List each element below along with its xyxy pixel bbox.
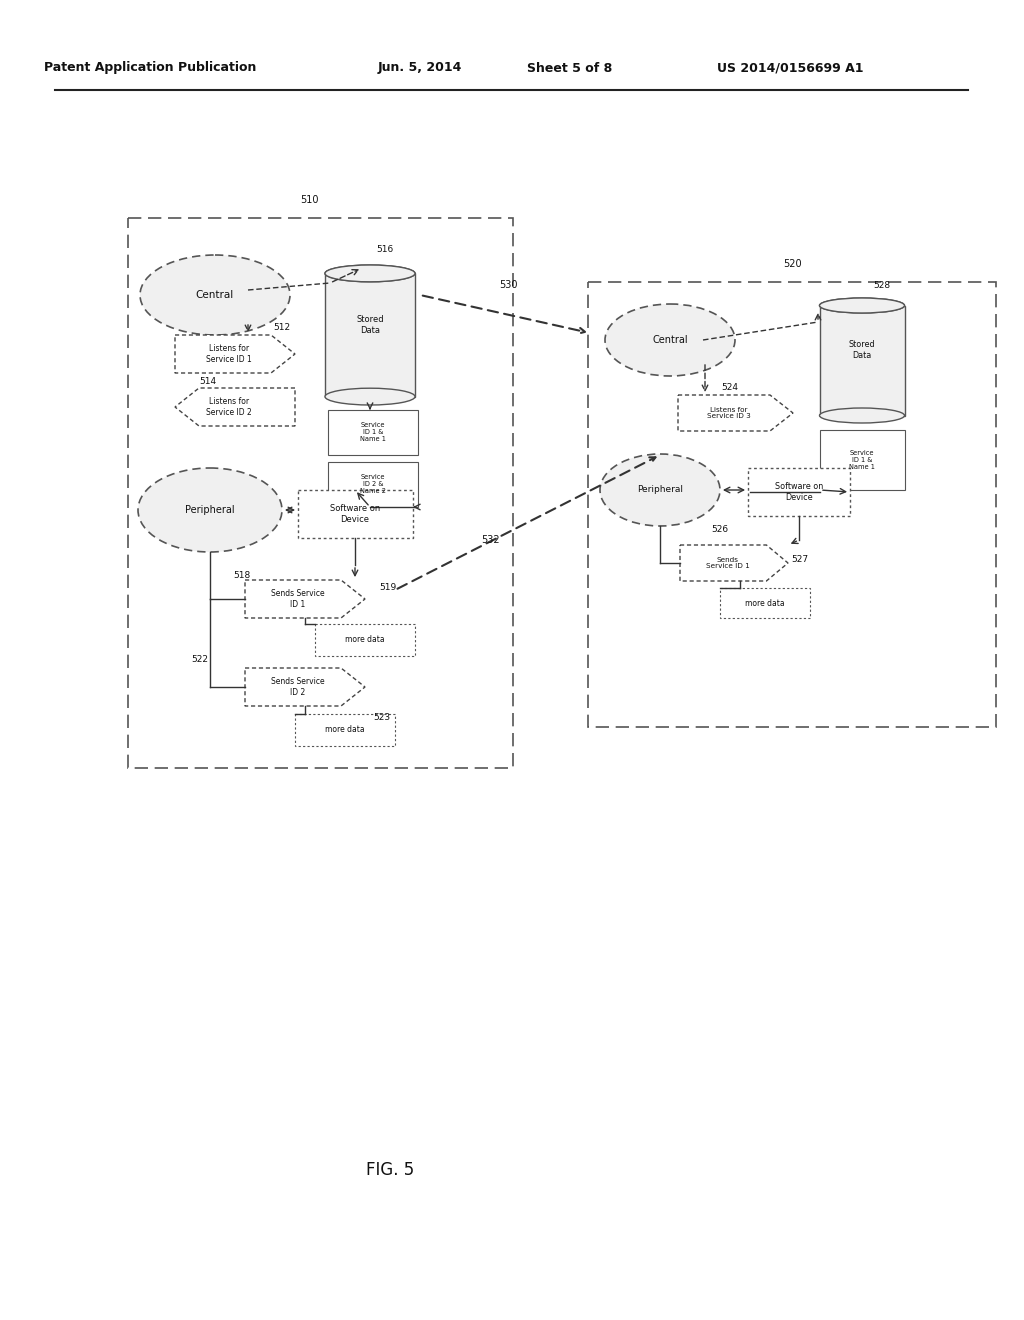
- Text: more data: more data: [345, 635, 385, 644]
- Text: Listens for
Service ID 1: Listens for Service ID 1: [206, 345, 252, 364]
- Text: more data: more data: [326, 726, 365, 734]
- Bar: [328, 462, 418, 507]
- Ellipse shape: [140, 255, 290, 335]
- Text: US 2014/0156699 A1: US 2014/0156699 A1: [717, 62, 863, 74]
- Ellipse shape: [138, 469, 282, 552]
- Text: Service
ID 1 &
Name 1: Service ID 1 & Name 1: [849, 450, 874, 470]
- Bar: [325, 273, 415, 396]
- Bar: [315, 624, 415, 656]
- Text: 520: 520: [782, 259, 802, 269]
- Text: Listens for
Service ID 3: Listens for Service ID 3: [707, 407, 751, 420]
- Text: Service
ID 1 &
Name 1: Service ID 1 & Name 1: [360, 422, 386, 442]
- Text: 526: 526: [712, 525, 728, 535]
- Text: Jun. 5, 2014: Jun. 5, 2014: [378, 62, 462, 74]
- Polygon shape: [175, 335, 295, 374]
- Text: 514: 514: [200, 378, 216, 387]
- Bar: [720, 587, 810, 618]
- Text: 512: 512: [273, 323, 291, 333]
- Text: 518: 518: [233, 570, 251, 579]
- Text: Central: Central: [652, 335, 688, 345]
- Ellipse shape: [819, 408, 904, 422]
- Text: 527: 527: [792, 556, 809, 565]
- Text: 522: 522: [191, 656, 209, 664]
- Bar: [295, 714, 395, 746]
- Text: Sends
Service ID 1: Sends Service ID 1: [706, 557, 750, 569]
- Text: Patent Application Publication: Patent Application Publication: [44, 62, 256, 74]
- Text: 519: 519: [379, 583, 396, 593]
- Text: Sends Service
ID 1: Sends Service ID 1: [271, 589, 325, 609]
- Text: Service
ID 2 &
Name 2: Service ID 2 & Name 2: [360, 474, 386, 494]
- Text: 532: 532: [480, 535, 500, 545]
- Text: Sends Service
ID 2: Sends Service ID 2: [271, 677, 325, 697]
- Text: 516: 516: [377, 246, 393, 255]
- Text: 530: 530: [499, 280, 517, 290]
- Text: Software on
Device: Software on Device: [775, 482, 823, 502]
- Text: Software on
Device: Software on Device: [330, 504, 380, 524]
- Ellipse shape: [819, 298, 904, 313]
- Text: Listens for
Service ID 2: Listens for Service ID 2: [206, 397, 252, 417]
- Ellipse shape: [325, 265, 415, 281]
- Ellipse shape: [819, 298, 904, 313]
- Bar: [820, 430, 905, 490]
- Ellipse shape: [325, 265, 415, 281]
- Bar: [328, 411, 418, 455]
- Text: more data: more data: [745, 598, 784, 607]
- Bar: [128, 218, 513, 768]
- Text: Stored
Data: Stored Data: [849, 341, 876, 360]
- Text: 524: 524: [722, 384, 738, 392]
- Text: Stored
Data: Stored Data: [356, 315, 384, 335]
- Text: Peripheral: Peripheral: [637, 486, 683, 495]
- Bar: [298, 490, 413, 539]
- Ellipse shape: [600, 454, 720, 525]
- Text: Peripheral: Peripheral: [185, 506, 234, 515]
- Polygon shape: [680, 545, 788, 581]
- Polygon shape: [678, 395, 793, 432]
- Ellipse shape: [605, 304, 735, 376]
- Text: 510: 510: [300, 195, 318, 205]
- Bar: [748, 469, 850, 516]
- Ellipse shape: [325, 388, 415, 405]
- Bar: [588, 282, 996, 727]
- Polygon shape: [245, 579, 365, 618]
- Polygon shape: [175, 388, 295, 426]
- Bar: [819, 305, 904, 416]
- Text: Central: Central: [196, 290, 234, 300]
- Text: 523: 523: [374, 714, 390, 722]
- Text: Sheet 5 of 8: Sheet 5 of 8: [527, 62, 612, 74]
- Polygon shape: [245, 668, 365, 706]
- Text: 528: 528: [873, 281, 891, 290]
- Text: FIG. 5: FIG. 5: [366, 1162, 414, 1179]
